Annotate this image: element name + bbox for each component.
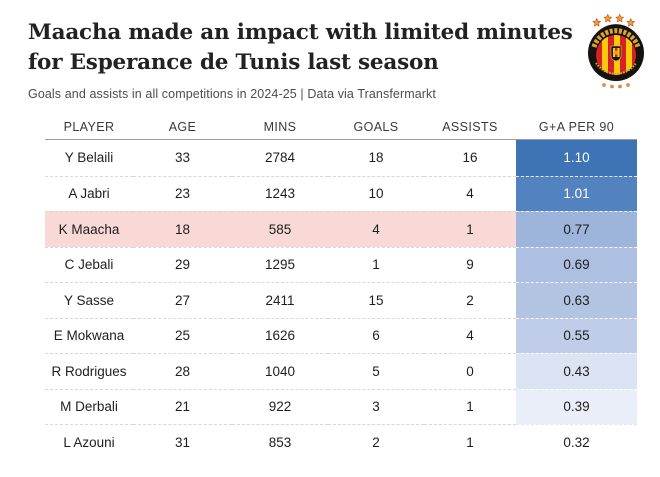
player-goals: 15 bbox=[328, 282, 424, 318]
player-mins: 2411 bbox=[232, 282, 328, 318]
player-mins: 2784 bbox=[264, 150, 296, 166]
ga-per-90-cell: 1.10 bbox=[516, 140, 637, 176]
ga-per-90-cell: 0.69 bbox=[516, 246, 637, 282]
player-goals: 6 bbox=[328, 317, 424, 354]
column-header-player: PLAYER bbox=[63, 119, 115, 134]
player-name: C Jebali bbox=[45, 246, 133, 283]
ga-per-90-cell: 0.39 bbox=[516, 388, 637, 424]
player-age: 18 bbox=[133, 211, 232, 247]
ga-per-90-cell: 0.32 bbox=[516, 424, 637, 460]
player-mins: 1243 bbox=[232, 175, 328, 212]
player-age: 27 bbox=[133, 282, 232, 318]
player-assists: 4 bbox=[424, 175, 516, 212]
ga-per-90-cell: 0.43 bbox=[516, 353, 637, 389]
player-goals: 18 bbox=[368, 150, 384, 166]
player-assists: 1 bbox=[424, 424, 516, 460]
ga-per-90-cell: 1.01 bbox=[516, 175, 637, 211]
player-name: E Mokwana bbox=[45, 317, 133, 354]
player-goals: 10 bbox=[328, 175, 424, 212]
player-goals: 3 bbox=[328, 388, 424, 425]
table-row: C Jebali 29 1295 1 9 0.69 bbox=[45, 246, 637, 283]
player-goals: 1 bbox=[328, 246, 424, 283]
player-name: M Derbali bbox=[45, 388, 133, 425]
player-goals: 2 bbox=[328, 424, 424, 460]
player-assists: 1 bbox=[424, 211, 516, 247]
table-row: M Derbali 21 922 3 1 0.39 bbox=[45, 388, 637, 425]
table-row: Y Sasse 27 2411 15 2 0.63 bbox=[45, 282, 637, 318]
player-assists: 0 bbox=[424, 353, 516, 389]
table-header-row: PLAYER AGE MINS GOALS ASSISTS G+A PER 90 bbox=[45, 114, 637, 140]
player-assists: 2 bbox=[424, 282, 516, 318]
column-header-assists: ASSISTS bbox=[442, 119, 498, 134]
player-name: L Azouni bbox=[45, 424, 133, 460]
player-mins: 585 bbox=[232, 211, 328, 247]
player-assists: 16 bbox=[462, 150, 478, 166]
ga-per-90-cell: 0.63 bbox=[516, 282, 637, 318]
column-header-goals: GOALS bbox=[353, 119, 399, 134]
column-header-age: AGE bbox=[168, 119, 197, 134]
player-goals: 4 bbox=[328, 211, 424, 247]
player-age: 31 bbox=[133, 424, 232, 460]
table-row: R Rodrigues 28 1040 5 0 0.43 bbox=[45, 353, 637, 389]
column-header-ga-per-90: G+A PER 90 bbox=[538, 119, 615, 134]
player-assists: 4 bbox=[424, 317, 516, 354]
player-mins: 922 bbox=[232, 388, 328, 425]
player-name: Y Sasse bbox=[45, 282, 133, 318]
table-row: Y Belaili 33 2784 18 16 1.10 bbox=[45, 140, 637, 176]
player-mins: 1626 bbox=[232, 317, 328, 354]
player-age: 23 bbox=[133, 175, 232, 212]
player-age: 33 bbox=[174, 150, 191, 166]
player-name: Y Belaili bbox=[64, 150, 114, 166]
stats-table: PLAYER AGE MINS GOALS ASSISTS G+A PER 90… bbox=[45, 114, 637, 460]
player-assists: 9 bbox=[424, 246, 516, 283]
player-assists: 1 bbox=[424, 388, 516, 425]
table-row: E Mokwana 25 1626 6 4 0.55 bbox=[45, 317, 637, 354]
player-age: 21 bbox=[133, 388, 232, 425]
club-crest-logo bbox=[588, 13, 644, 89]
ga-per-90-cell: 0.77 bbox=[516, 211, 637, 247]
player-name: A Jabri bbox=[45, 175, 133, 212]
player-mins: 1040 bbox=[232, 353, 328, 389]
ga-per-90-cell: 0.55 bbox=[516, 317, 637, 353]
player-mins: 853 bbox=[232, 424, 328, 460]
player-mins: 1295 bbox=[232, 246, 328, 283]
player-age: 28 bbox=[133, 353, 232, 389]
header: Maacha made an impact with limited minut… bbox=[28, 18, 580, 101]
table-row-highlighted: K Maacha 18 585 4 1 0.77 bbox=[45, 211, 637, 247]
player-name: R Rodrigues bbox=[45, 353, 133, 389]
table-row: L Azouni 31 853 2 1 0.32 bbox=[45, 424, 637, 460]
player-age: 29 bbox=[133, 246, 232, 283]
player-name: K Maacha bbox=[45, 211, 133, 247]
player-age: 25 bbox=[133, 317, 232, 354]
table-row: A Jabri 23 1243 10 4 1.01 bbox=[45, 175, 637, 212]
page-subtitle: Goals and assists in all competitions in… bbox=[28, 87, 436, 101]
column-header-mins: MINS bbox=[263, 119, 297, 134]
player-goals: 5 bbox=[328, 353, 424, 389]
page-title: Maacha made an impact with limited minut… bbox=[28, 20, 573, 75]
